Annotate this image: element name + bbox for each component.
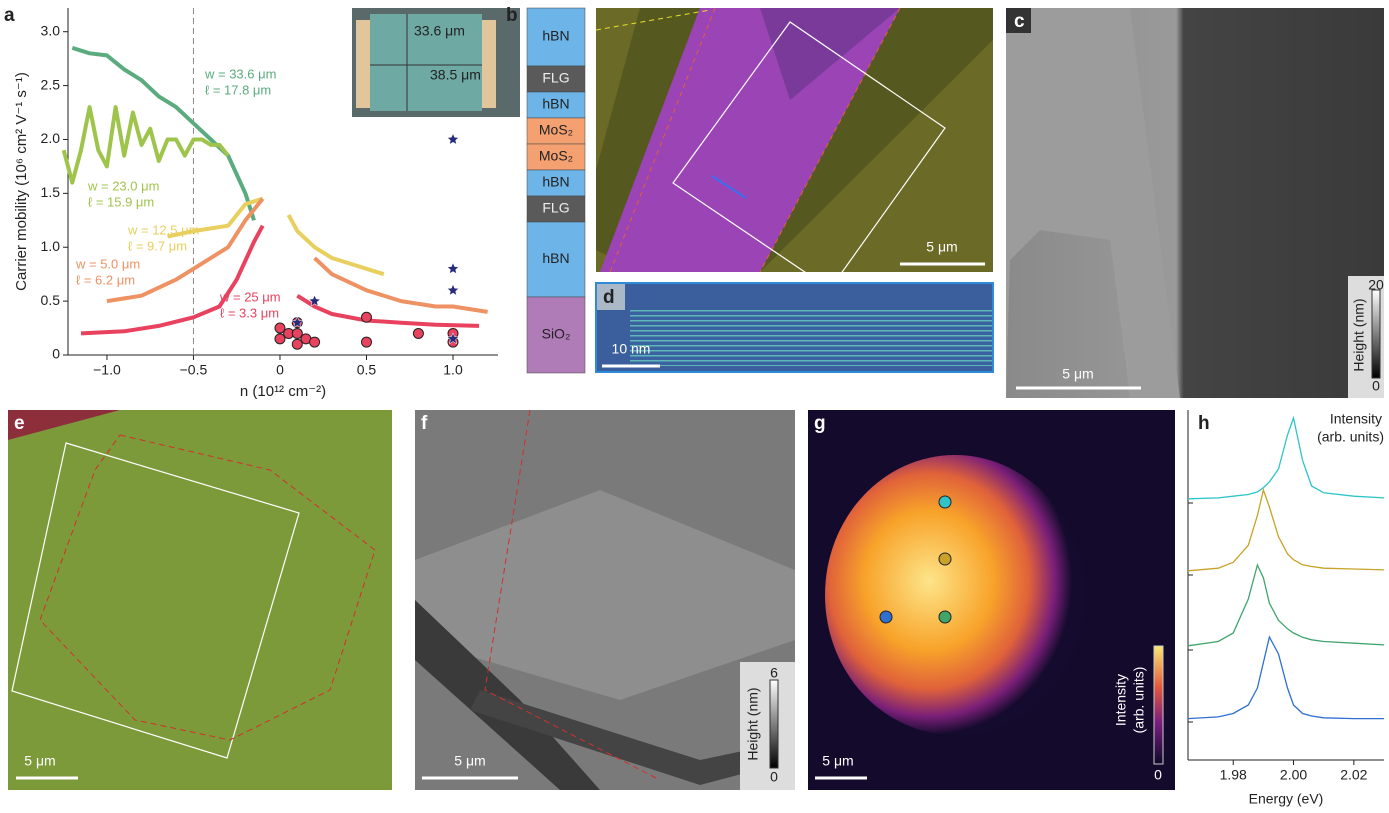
colorbar-min: 0 bbox=[1154, 767, 1162, 783]
colorbar-label: (arb. units) bbox=[1131, 667, 1147, 734]
spectrum bbox=[1188, 637, 1384, 719]
x-axis-label: n (10¹² cm⁻²) bbox=[240, 383, 326, 400]
panel-label: h bbox=[1198, 413, 1210, 434]
x-tick-label: 1.98 bbox=[1220, 767, 1247, 783]
y-tick-label: 1.0 bbox=[41, 238, 61, 254]
optical-image bbox=[8, 410, 392, 790]
panel-label: e bbox=[14, 413, 25, 434]
scale-label: 10 nm bbox=[612, 341, 651, 357]
layer-label: MoS₂ bbox=[539, 122, 573, 138]
x-tick-label: −1.0 bbox=[93, 362, 121, 378]
star bbox=[447, 263, 458, 274]
panel-label: d bbox=[603, 287, 615, 308]
panel-label: a bbox=[4, 5, 15, 26]
series-label: w = 5.0 μm bbox=[75, 256, 140, 271]
spot bbox=[880, 611, 892, 623]
x-tick-label: 0.5 bbox=[357, 362, 377, 378]
figure: a 33.6 μm 38.5 μm 0 0.5 1.0 1.5 2.0 2.5 3.0 −1.… bbox=[0, 0, 1389, 808]
inset-contact bbox=[356, 20, 370, 108]
layers bbox=[630, 310, 992, 366]
star bbox=[447, 284, 458, 295]
y-tick-label: 1.5 bbox=[41, 184, 61, 200]
panel-g: g 5 μm 0 Intensity (arb. units) bbox=[808, 410, 1175, 790]
colorbar-max: 20 bbox=[1368, 277, 1384, 293]
colorbar-label: Height (nm) bbox=[745, 687, 761, 760]
spot bbox=[939, 553, 951, 565]
colorbar bbox=[1154, 646, 1163, 764]
series-label: w = 33.6 μm bbox=[204, 66, 276, 81]
x-axis-label: Energy (eV) bbox=[1249, 791, 1324, 807]
series-line bbox=[64, 107, 228, 183]
annotation: (arb. units) bbox=[1317, 429, 1384, 445]
series-length: ℓ = 17.8 μm bbox=[205, 82, 271, 97]
y-axis-label: Carrier mobility (10⁶ cm² V⁻¹ s⁻¹) bbox=[13, 72, 30, 291]
panel-h: h 1.98 2.00 2.02 Energy (eV) Intensity (arb. … bbox=[1188, 410, 1384, 807]
colorbar-max: 6 bbox=[770, 665, 778, 681]
layer-label: MoS₂ bbox=[539, 148, 573, 164]
layer-label: hBN bbox=[542, 28, 569, 44]
colorbar-label: Height (nm) bbox=[1351, 298, 1367, 371]
colorbar-min: 0 bbox=[770, 769, 778, 785]
inset-contact bbox=[482, 20, 496, 108]
panel-label: c bbox=[1014, 11, 1025, 32]
series-length: ℓ = 6.2 μm bbox=[76, 272, 135, 287]
series-length: ℓ = 15.9 μm bbox=[88, 194, 154, 209]
colorbar bbox=[1372, 290, 1380, 378]
colorbar-label: Intensity bbox=[1113, 674, 1129, 726]
x-tick-label: 2.02 bbox=[1340, 767, 1367, 783]
series-line bbox=[107, 199, 488, 312]
panel-f: f 5 μm 6 0 Height (nm) bbox=[415, 410, 795, 790]
x-tick-label: 1.0 bbox=[443, 362, 463, 378]
series-label: w = 23.0 μm bbox=[87, 178, 159, 193]
series-label: w = 12.5 μm bbox=[127, 222, 199, 237]
star bbox=[447, 134, 458, 145]
point bbox=[361, 337, 371, 347]
annotation: Intensity bbox=[1330, 411, 1382, 427]
y-tick-label: 0.5 bbox=[41, 292, 61, 308]
scale-label: 5 μm bbox=[1062, 366, 1093, 382]
series-length: ℓ = 3.3 μm bbox=[220, 305, 279, 320]
panel-label: b bbox=[506, 5, 518, 26]
x-tick-label: 2.00 bbox=[1280, 767, 1307, 783]
colorbar bbox=[770, 680, 778, 768]
y-tick-label: 2.5 bbox=[41, 76, 61, 92]
spot bbox=[939, 496, 951, 508]
inset-label: 33.6 μm bbox=[414, 23, 465, 39]
layer-label: hBN bbox=[542, 96, 569, 112]
spot bbox=[939, 611, 951, 623]
layer-stack: hBN FLG hBN MoS₂ MoS₂ hBN FLG hBN SiO₂ bbox=[527, 8, 585, 373]
scale-label: 5 μm bbox=[926, 239, 957, 255]
panel-a: a 33.6 μm 38.5 μm 0 0.5 1.0 1.5 2.0 2.5 3.0 −1.… bbox=[4, 5, 520, 400]
y-tick-label: 2.0 bbox=[41, 130, 61, 146]
colorbar-min: 0 bbox=[1372, 378, 1380, 394]
panel-label: g bbox=[814, 413, 826, 434]
series-label: w = 25 μm bbox=[219, 289, 281, 304]
panel-label: f bbox=[421, 413, 428, 434]
layer-label: hBN bbox=[542, 250, 569, 266]
point bbox=[310, 337, 320, 347]
layer-label: SiO₂ bbox=[542, 326, 571, 342]
x-tick-label: 0 bbox=[276, 362, 284, 378]
spectrum bbox=[1188, 565, 1384, 646]
layer-label: hBN bbox=[542, 174, 569, 190]
series-length: ℓ = 9.7 μm bbox=[128, 238, 187, 253]
pl-map bbox=[825, 455, 1085, 735]
y-tick-label: 0 bbox=[52, 346, 60, 362]
layer-label: FLG bbox=[542, 70, 569, 86]
panel-c: c 5 μm 20 0 Height (nm) bbox=[1006, 8, 1384, 398]
scale-label: 5 μm bbox=[454, 753, 485, 769]
y-tick-label: 3.0 bbox=[41, 22, 61, 38]
panel-e: e 5 μm bbox=[8, 410, 392, 790]
x-tick-label: −0.5 bbox=[180, 362, 208, 378]
scale-label: 5 μm bbox=[24, 753, 55, 769]
spectrum bbox=[1188, 490, 1384, 571]
scale-label: 5 μm bbox=[822, 753, 853, 769]
inset-label: 38.5 μm bbox=[430, 67, 481, 83]
point bbox=[413, 328, 423, 338]
panel-d: d 10 nm bbox=[596, 283, 993, 372]
point bbox=[361, 312, 371, 322]
layer-label: FLG bbox=[542, 200, 569, 216]
